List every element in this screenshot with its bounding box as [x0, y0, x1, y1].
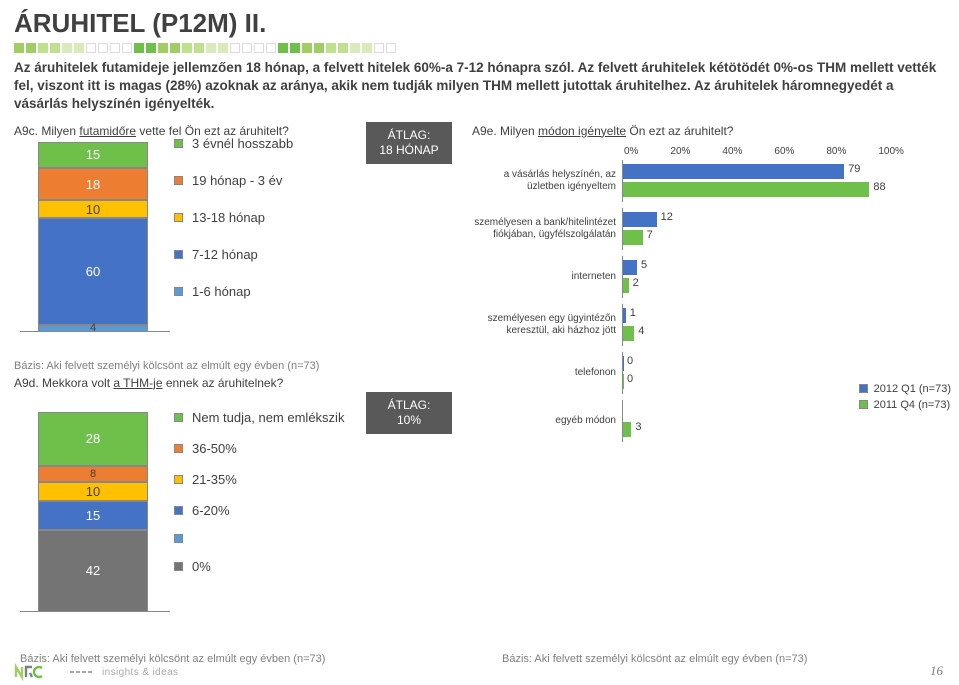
logo-text: insights & ideas	[102, 667, 178, 678]
chart-a9e: 0% 20% 40% 60% 80% 100% a vásárlás helyszínén…	[472, 146, 945, 443]
a9e-title: A9e. Milyen módon igényelte Ön ezt az ár…	[472, 124, 945, 138]
h-row: a vásárlás helyszínén, az üzletben igény…	[472, 159, 945, 203]
h-row-label: telefonon	[472, 367, 622, 379]
h-row: személyesen egy ügyintézőn keresztül, ak…	[472, 303, 945, 347]
legend-item: 13-18 hónap	[174, 210, 293, 225]
axis-tick: 100%	[878, 146, 904, 157]
legend-item: 21-35%	[174, 472, 344, 487]
h-bar: 0	[623, 374, 624, 389]
h-bar: 88	[623, 182, 869, 197]
axis-tick: 0%	[624, 146, 638, 157]
h-row-label: interneten	[472, 271, 622, 283]
footer-basis-right: Bázis: Aki felvett személyi kölcsönt az …	[502, 653, 807, 665]
stack-seg: 60	[38, 218, 148, 325]
page-title: ÁRUHITEL (P12M) II.	[0, 0, 959, 43]
legend-item: 7-12 hónap	[174, 247, 293, 262]
stack-seg: 42	[38, 530, 148, 612]
h-bar: 79	[623, 164, 844, 179]
stack-seg: 18	[38, 168, 148, 200]
stack-seg: 8	[38, 466, 148, 482]
h-bar: 4	[623, 326, 634, 341]
h-bar: 1	[623, 308, 626, 323]
axis-tick: 60%	[774, 146, 794, 157]
h-row-label: egyéb módon	[472, 415, 622, 427]
legend-item: 2011 Q4 (n=73)	[859, 399, 951, 411]
h-row-label: a vásárlás helyszínén, az üzletben igény…	[472, 169, 622, 193]
h-bar: 5	[623, 260, 637, 275]
stack-seg: 4	[38, 325, 148, 332]
stack-seg: 28	[38, 412, 148, 466]
chart-a9c: A9c. Milyen futamidőre vette fel Ön ezt …	[14, 124, 454, 354]
legend-item: 19 hónap - 3 év	[174, 173, 293, 188]
h-row-label: személyesen a bank/hitelintézet fiókjába…	[472, 217, 622, 241]
a9c-basis: Bázis: Aki felvett személyi kölcsönt az …	[14, 360, 454, 372]
decor-squares	[0, 43, 959, 53]
logo: insights & ideas	[14, 663, 178, 681]
axis-tick: 40%	[722, 146, 742, 157]
h-row: személyesen a bank/hitelintézet fiókjába…	[472, 207, 945, 251]
h-bar: 0	[623, 356, 624, 371]
page-number: 16	[930, 663, 943, 679]
a9d-avg-box: ÁTLAG: 10%	[366, 392, 452, 434]
legend-item: 36-50%	[174, 441, 344, 456]
stack-seg: 15	[38, 501, 148, 530]
a9d-title: A9d. Mekkora volt a THM-je ennek az áruh…	[14, 376, 454, 390]
h-bar: 12	[623, 212, 657, 227]
a9c-avg-box: ÁTLAG: 18 HÓNAP	[366, 122, 452, 164]
h-bar: 3	[623, 422, 631, 437]
legend-item	[174, 534, 344, 543]
h-bar: 2	[623, 278, 629, 293]
h-row-label: személyesen egy ügyintézőn keresztül, ak…	[472, 313, 622, 337]
legend-item: 6-20%	[174, 503, 344, 518]
stack-seg: 10	[38, 482, 148, 501]
h-bar: 7	[623, 230, 643, 245]
axis-tick: 20%	[670, 146, 690, 157]
stack-seg: 15	[38, 142, 148, 169]
stack-seg: 10	[38, 200, 148, 218]
legend-item: 1-6 hónap	[174, 284, 293, 299]
legend-item: 3 évnél hosszabb	[174, 136, 293, 151]
legend-item: 0%	[174, 559, 344, 574]
legend-item: 2012 Q1 (n=73)	[859, 383, 951, 395]
summary-text: Az áruhitelek futamideje jellemzően 18 h…	[14, 59, 945, 114]
chart-a9d: A9d. Mekkora volt a THM-je ennek az áruh…	[14, 376, 454, 614]
legend-item: Nem tudja, nem emlékszik	[174, 410, 344, 425]
axis-tick: 80%	[826, 146, 846, 157]
h-row: interneten5 2	[472, 255, 945, 299]
